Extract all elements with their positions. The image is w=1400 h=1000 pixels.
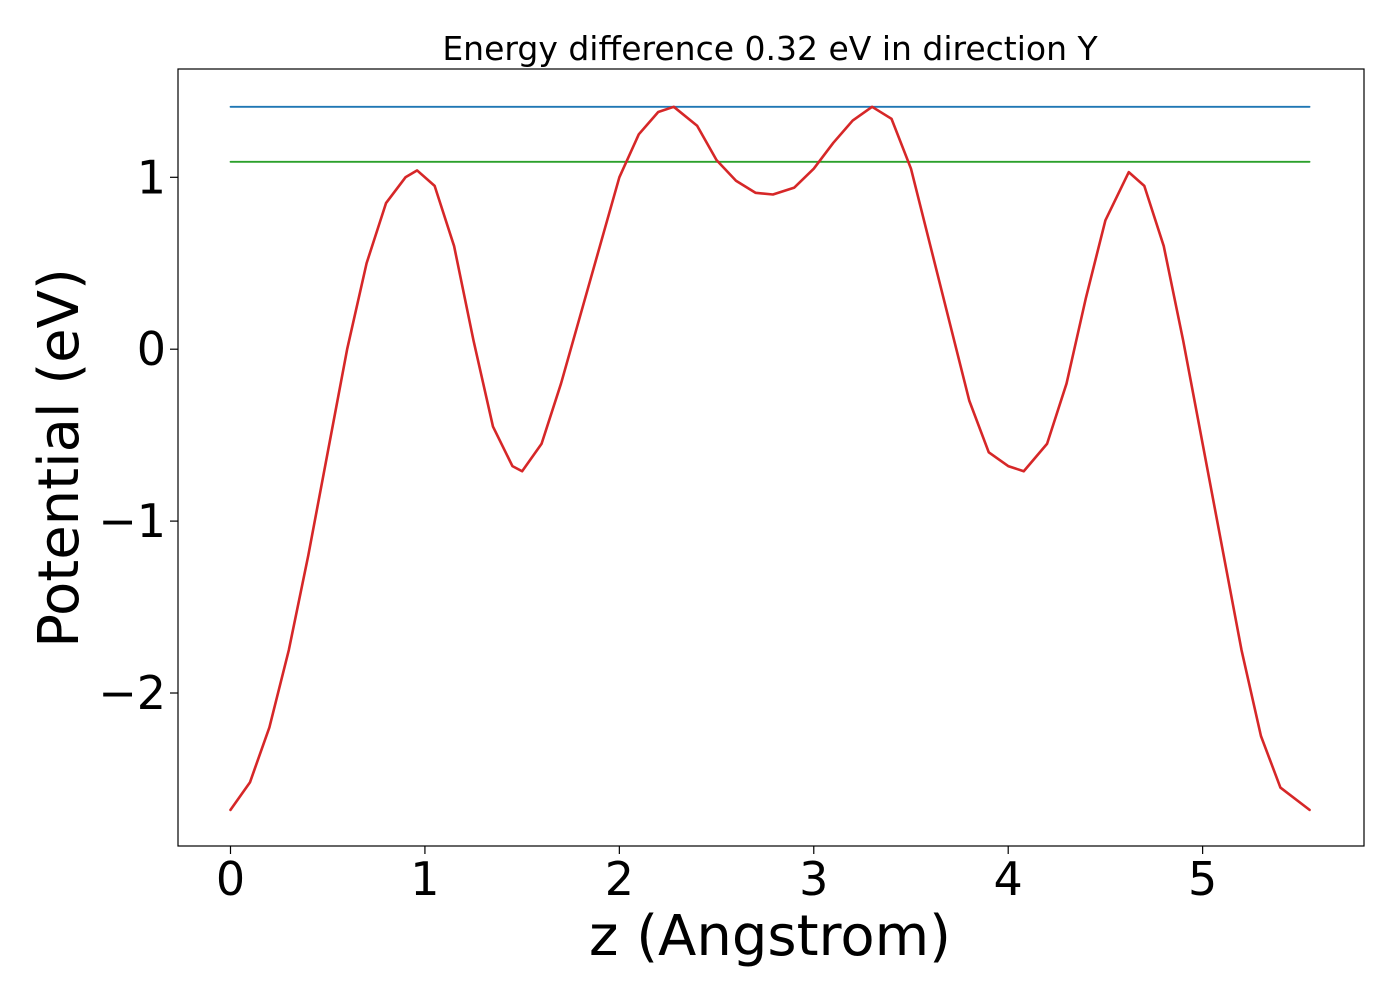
y-tick-label: −1: [98, 494, 166, 548]
y-tick-label: −2: [98, 666, 166, 720]
x-axis-ticks: 0 1 2 3 4 5: [216, 846, 1217, 906]
y-axis-label: Potential (eV): [27, 268, 92, 648]
y-tick-label: 0: [137, 322, 166, 376]
series-line-1: [229, 105, 1311, 812]
x-tick-label: 5: [1188, 852, 1217, 906]
x-tick-label: 1: [410, 852, 439, 906]
x-axis-label: z (Angstrom): [589, 904, 951, 969]
series-layer: [229, 105, 1311, 812]
x-tick-label: 3: [799, 852, 828, 906]
y-tick-label: 1: [137, 150, 166, 204]
x-tick-label: 0: [216, 852, 245, 906]
x-tick-label: 2: [605, 852, 634, 906]
plot-frame: [177, 68, 1365, 847]
y-axis-ticks: −2 −1 0 1: [98, 150, 178, 720]
x-tick-label: 4: [994, 852, 1023, 906]
chart-title: Energy difference 0.32 eV in direction Y: [442, 29, 1098, 68]
